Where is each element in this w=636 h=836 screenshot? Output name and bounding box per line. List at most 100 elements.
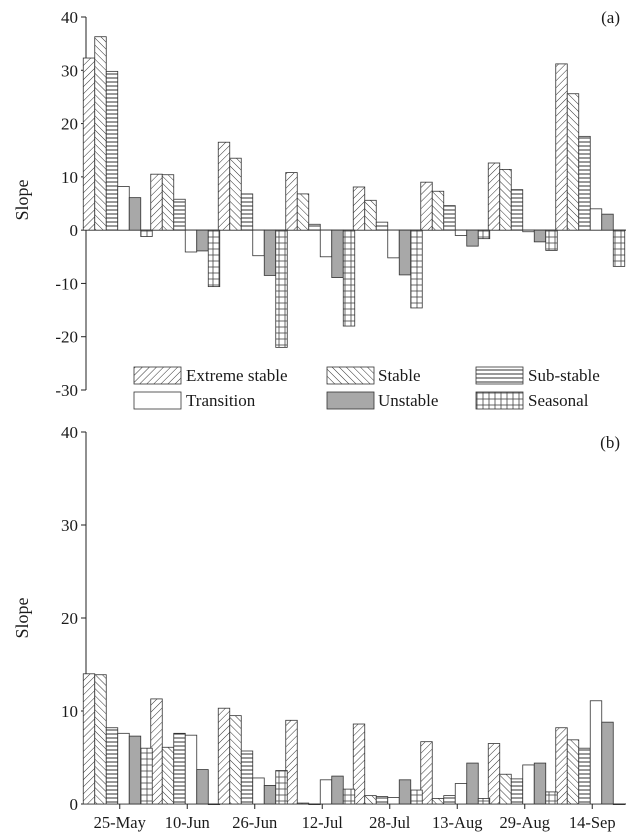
- y-tick-label: 20: [61, 115, 78, 134]
- bar-extreme-stable: [285, 172, 298, 231]
- bar-sub-stable: [308, 803, 321, 806]
- bar-transition: [117, 732, 130, 805]
- legend-label: Extreme stable: [186, 366, 288, 385]
- x-tick-label: 10-Jun: [165, 813, 210, 832]
- legend-label: Unstable: [378, 391, 438, 410]
- bar-extreme-stable: [82, 673, 96, 805]
- bar-seasonal: [410, 229, 423, 309]
- bar-unstable: [533, 229, 547, 243]
- bar-sub-stable: [173, 198, 186, 231]
- bar-unstable: [398, 229, 412, 276]
- bar-stable: [431, 798, 445, 805]
- legend-swatch: [475, 391, 524, 410]
- bar-seasonal: [275, 770, 288, 805]
- bar-seasonal: [477, 229, 491, 240]
- bar-transition: [454, 783, 468, 805]
- panel-label: (b): [600, 433, 620, 452]
- legend-swatch: [133, 366, 182, 385]
- bar-unstable: [533, 762, 547, 805]
- y-tick-label: 20: [61, 609, 78, 628]
- bar-seasonal: [207, 229, 221, 288]
- bar-unstable: [128, 197, 142, 231]
- bar-transition: [387, 797, 400, 805]
- bar-transition: [252, 229, 265, 257]
- y-tick-label: 40: [61, 423, 78, 442]
- bar-seasonal: [275, 229, 288, 348]
- bar-unstable: [128, 735, 142, 805]
- bar-stable: [566, 93, 580, 231]
- y-tick-label: 0: [70, 795, 79, 814]
- bar-stable: [94, 674, 107, 805]
- bar-stable: [296, 802, 310, 805]
- bar-sub-stable: [578, 747, 591, 805]
- y-tick-label: -30: [55, 381, 78, 400]
- bar-extreme-stable: [82, 57, 96, 231]
- bar-unstable: [263, 229, 277, 276]
- y-tick-label: 10: [61, 702, 78, 721]
- legend: Extreme stable Stable Sub-stable Transition…: [133, 366, 600, 410]
- bar-transition: [319, 229, 333, 258]
- legend-label: Seasonal: [528, 391, 589, 410]
- bar-extreme-stable: [420, 181, 433, 231]
- bar-transition: [117, 186, 130, 231]
- y-tick-label: -20: [55, 328, 78, 347]
- bar-unstable: [196, 229, 209, 252]
- bar-seasonal: [545, 229, 558, 251]
- y-tick-label: 10: [61, 168, 78, 187]
- bar-sub-stable: [240, 193, 254, 231]
- legend-label: Stable: [378, 366, 421, 385]
- y-tick-label: 0: [70, 221, 79, 240]
- bar-seasonal: [477, 798, 491, 805]
- x-tick-label: 29-Aug: [500, 813, 550, 832]
- bar-stable: [499, 773, 512, 805]
- bar-seasonal: [612, 803, 626, 806]
- bar-stable: [229, 715, 242, 805]
- legend-swatch: [475, 366, 524, 385]
- panel-b: 0 10 20 30 40 Slope (b) 25-May 10-Jun 26-Jun 12-Ju…: [12, 423, 626, 832]
- bar-stable: [161, 174, 175, 231]
- bar-transition: [589, 208, 603, 231]
- bar-stable: [499, 168, 512, 231]
- bar-unstable: [466, 762, 479, 805]
- legend-label: Sub-stable: [528, 366, 600, 385]
- bar-unstable: [466, 229, 479, 247]
- bar-extreme-stable: [420, 741, 433, 805]
- bar-seasonal: [207, 803, 221, 806]
- bar-transition: [184, 229, 198, 253]
- bar-unstable: [331, 775, 344, 805]
- bar-stable: [229, 157, 242, 231]
- bar-sub-stable: [308, 223, 321, 231]
- bar-stable: [161, 746, 175, 805]
- bar-seasonal: [545, 791, 558, 805]
- x-tick-label: 13-Aug: [432, 813, 482, 832]
- y-tick-label: 30: [61, 61, 78, 80]
- bar-extreme-stable: [487, 743, 501, 805]
- bar-unstable: [263, 785, 277, 805]
- legend-swatch: [133, 391, 182, 410]
- bar-unstable: [331, 229, 344, 278]
- bar-stable: [364, 199, 377, 231]
- x-tick-label: 26-Jun: [232, 813, 277, 832]
- y-axis-label: Slope: [12, 597, 32, 638]
- bar-transition: [522, 764, 535, 805]
- y-tick-label: -10: [55, 274, 78, 293]
- bar-stable: [94, 36, 107, 231]
- x-tick-label: 14-Sep: [569, 813, 616, 832]
- bar-sub-stable: [578, 135, 591, 231]
- panel-label: (a): [601, 8, 620, 27]
- bar-transition: [454, 229, 468, 236]
- bar-extreme-stable: [150, 173, 163, 231]
- bar-sub-stable: [173, 732, 186, 805]
- bar-extreme-stable: [285, 719, 298, 805]
- bar-sub-stable: [375, 221, 389, 231]
- bar-extreme-stable: [352, 723, 366, 805]
- panel-a: -30 -20 -10 0 10 20 30 40 Slope (a): [12, 8, 626, 400]
- legend-swatch: [326, 366, 375, 385]
- bar-sub-stable: [105, 70, 119, 231]
- bar-seasonal: [140, 747, 153, 805]
- bar-extreme-stable: [352, 186, 366, 231]
- bar-unstable: [398, 779, 412, 805]
- legend-swatch: [326, 391, 375, 410]
- bar-extreme-stable: [217, 141, 231, 231]
